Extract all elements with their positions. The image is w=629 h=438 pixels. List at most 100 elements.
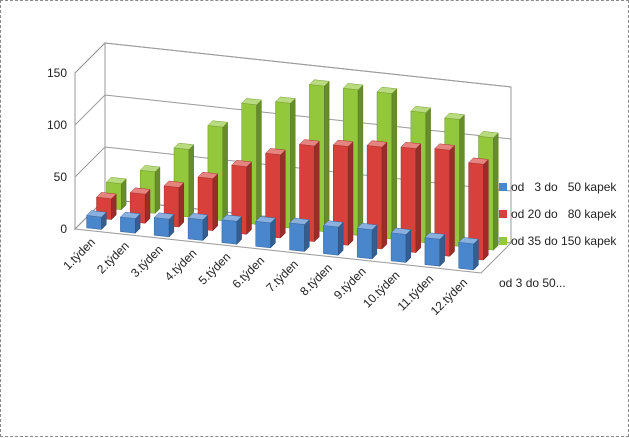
- bar-front: [120, 216, 136, 234]
- bar-top: [477, 131, 499, 139]
- bar-side: [483, 158, 489, 261]
- bar-top: [322, 220, 344, 228]
- bar-top: [187, 213, 209, 220]
- bar-top: [366, 140, 388, 148]
- legend-swatch: [499, 210, 507, 218]
- bar: [265, 148, 286, 239]
- bar-top: [356, 223, 378, 231]
- bar: [390, 227, 412, 264]
- bar: [434, 143, 456, 257]
- bar: [332, 139, 354, 246]
- bar-side: [357, 84, 364, 237]
- bar-top: [86, 210, 107, 218]
- bar-top: [207, 120, 229, 128]
- bar-top: [129, 187, 151, 195]
- category-label: 6.týden: [229, 253, 267, 291]
- category-label: 7.týden: [263, 257, 301, 295]
- bar-top: [289, 217, 310, 225]
- legend-swatch: [499, 237, 507, 245]
- bar-top: [241, 98, 262, 106]
- bar-series: [86, 79, 499, 271]
- bar-side: [314, 140, 320, 243]
- bar-top: [231, 160, 253, 167]
- bar: [400, 141, 422, 254]
- bar-side: [212, 173, 218, 232]
- bar-side: [144, 188, 151, 224]
- bar: [366, 140, 388, 250]
- bar-top: [332, 139, 354, 147]
- category-label: 8.týden: [297, 261, 335, 299]
- bar-top: [153, 212, 175, 220]
- bar: [298, 139, 320, 243]
- bar-side: [347, 141, 354, 246]
- legend-label: od 20 do 80 kapek: [511, 207, 617, 221]
- bar: [468, 157, 489, 261]
- bar-top: [434, 143, 456, 151]
- bar: [221, 214, 243, 245]
- bar-side: [154, 166, 161, 215]
- bar-front: [356, 227, 373, 260]
- bar-top: [298, 139, 320, 147]
- bar: [289, 217, 310, 253]
- bar-top: [468, 157, 489, 165]
- bar-top: [255, 216, 276, 224]
- bar-top: [376, 86, 398, 94]
- bar-side: [178, 182, 185, 228]
- bar: [119, 211, 141, 234]
- bar-side: [256, 99, 262, 226]
- bar: [322, 220, 344, 256]
- y-tick-label: 50: [54, 170, 68, 184]
- bar-top: [424, 232, 446, 240]
- bar: [424, 232, 446, 267]
- bar-side: [439, 233, 445, 267]
- bar-top: [444, 112, 465, 120]
- bar-front: [221, 219, 238, 245]
- bar: [86, 210, 107, 231]
- bar-top: [173, 142, 195, 150]
- bar-front: [187, 217, 204, 241]
- category-label: 2.týden: [94, 239, 132, 277]
- bar-top: [197, 171, 219, 179]
- bar: [187, 213, 209, 242]
- gridline: [74, 42, 512, 88]
- bar-top: [410, 106, 432, 113]
- bar-front: [458, 242, 474, 271]
- y-tick-label: 0: [60, 222, 67, 236]
- bar-top: [95, 192, 117, 200]
- bar-top: [342, 83, 364, 91]
- bar-top: [400, 141, 422, 149]
- y-tick-label: 150: [47, 66, 67, 80]
- legend-item: od 35 do 150 kapek: [499, 234, 617, 248]
- bar-top: [163, 180, 185, 188]
- category-label: 3.týden: [128, 242, 166, 280]
- bar-top: [265, 148, 286, 156]
- gridline: [74, 94, 512, 140]
- bar-front: [153, 217, 170, 238]
- depth-axis-label: od 3 do 50...: [499, 276, 566, 290]
- bar: [153, 212, 175, 238]
- legend-label: od 35 do 150 kapek: [511, 234, 617, 248]
- bar-top: [139, 165, 161, 173]
- depth-axis-labels: od 3 do 50...: [499, 276, 566, 290]
- bar-front: [424, 237, 441, 267]
- bar-side: [371, 224, 378, 260]
- legend-item: od 3 do 50 kapek: [499, 180, 617, 194]
- bar-side: [338, 221, 344, 256]
- bar-front: [255, 221, 271, 249]
- bar-side: [381, 141, 388, 250]
- bar-top: [119, 211, 141, 219]
- y-axis-ticks: 0 50 100 150: [47, 66, 67, 236]
- bar-top: [308, 79, 330, 87]
- bar-top: [390, 227, 412, 235]
- bar-side: [449, 144, 455, 257]
- category-label: 4.týden: [162, 246, 200, 284]
- legend-label: od 3 do 50 kapek: [511, 180, 617, 194]
- bar-top: [274, 96, 296, 104]
- bar-side: [280, 149, 286, 239]
- bar-side: [324, 80, 330, 233]
- bar: [255, 216, 276, 249]
- bar-front: [390, 232, 407, 263]
- bar-side: [425, 107, 431, 244]
